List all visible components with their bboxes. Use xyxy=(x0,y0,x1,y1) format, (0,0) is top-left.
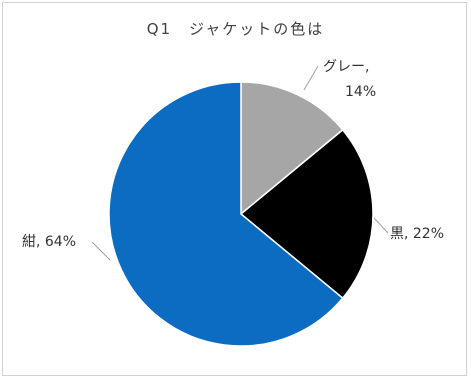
slice-gray xyxy=(240,81,344,216)
slice-black xyxy=(239,128,374,300)
label-gray-line2: 14% xyxy=(345,84,376,100)
leader-navy xyxy=(91,241,111,261)
label-gray-line1: グレー, xyxy=(323,59,369,75)
leader-black xyxy=(373,217,389,234)
chart-title: Q1 ジャケットの色は xyxy=(146,20,325,38)
leader-gray xyxy=(303,65,319,91)
label-black: 黒, 22% xyxy=(390,226,444,242)
label-navy: 紺, 64% xyxy=(22,234,76,250)
slice-navy xyxy=(108,81,344,347)
